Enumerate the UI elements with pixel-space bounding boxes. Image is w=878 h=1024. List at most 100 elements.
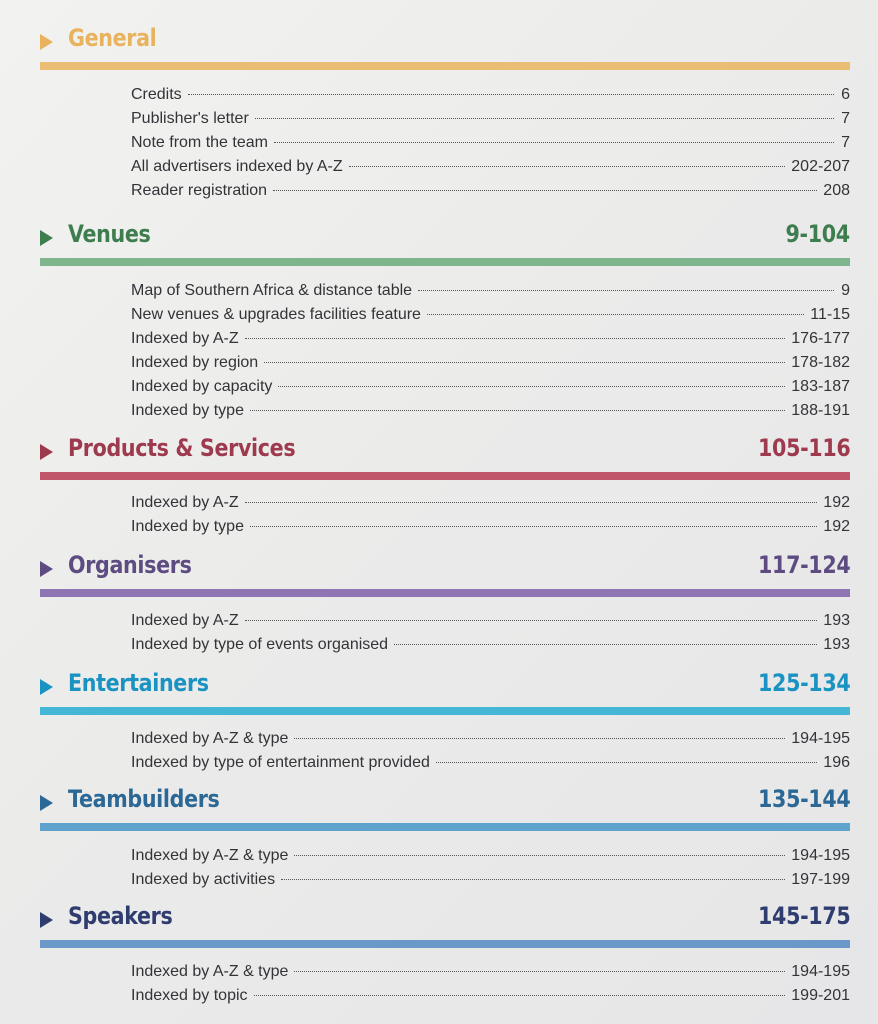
section-page-range: 105-116 (757, 434, 851, 462)
entry-page: 194-195 (791, 847, 850, 864)
toc-entry[interactable]: Indexed by A-Z 176-177 (131, 330, 850, 354)
entry-label: All advertisers indexed by A-Z (131, 158, 343, 175)
entry-label: Indexed by A-Z & type (131, 730, 289, 747)
dot-leader (253, 995, 786, 996)
triangle-icon (40, 912, 53, 928)
toc-entry[interactable]: All advertisers indexed by A-Z 202-207 (131, 158, 850, 182)
entry-label: Note from the team (131, 134, 268, 151)
dot-leader (249, 526, 818, 527)
section-products-services: Products & Services 105-116 Indexed by A… (0, 432, 878, 535)
toc-entry[interactable]: Indexed by capacity 183-187 (131, 378, 850, 402)
entry-label: Reader registration (131, 182, 268, 199)
entry-label: Indexed by A-Z & type (131, 963, 289, 980)
toc-entry[interactable]: New venues & upgrades facilities feature… (131, 306, 850, 330)
dot-leader (273, 190, 818, 191)
entry-list: Indexed by A-Z & type 194-195 Indexed by … (131, 963, 850, 1011)
toc-entry[interactable]: Indexed by A-Z & type 194-195 (131, 847, 850, 871)
section-page-range: 117-124 (757, 551, 851, 579)
section-rule (40, 823, 850, 831)
entry-page: 199-201 (791, 987, 850, 1004)
section-header: Teambuilders 135-144 (0, 783, 878, 823)
entry-page: 7 (841, 110, 850, 127)
section-header: Speakers 145-175 (0, 900, 878, 940)
entry-page: 188-191 (791, 402, 850, 419)
toc-entry[interactable]: Publisher's letter 7 (131, 110, 850, 134)
dot-leader (278, 386, 786, 387)
section-title: Teambuilders (68, 785, 220, 813)
dot-leader (435, 762, 818, 763)
section-page-range: 125-134 (757, 669, 851, 697)
entry-page: 9 (841, 282, 850, 299)
entry-label: Publisher's letter (131, 110, 249, 127)
section-page-range: 9-104 (785, 220, 851, 248)
section-header: Entertainers 125-134 (0, 667, 878, 707)
section-speakers: Speakers 145-175 Indexed by A-Z & type 19… (0, 900, 878, 1004)
entry-page: 183-187 (791, 378, 850, 395)
dot-leader (254, 118, 834, 119)
entry-page: 193 (823, 612, 850, 629)
entry-label: Indexed by type of events organised (131, 636, 389, 653)
entry-list: Indexed by A-Z 193 Indexed by type of eve… (131, 612, 850, 660)
section-general: General Credits 6 Publisher's letter 7 Not… (0, 22, 878, 199)
dot-leader (418, 290, 834, 291)
entry-list: Credits 6 Publisher's letter 7 Note from t… (131, 86, 850, 206)
dot-leader (187, 94, 834, 95)
dot-leader (294, 971, 786, 972)
section-rule (40, 940, 850, 948)
entry-list: Indexed by A-Z & type 194-195 Indexed by … (131, 730, 850, 778)
toc-entry[interactable]: Reader registration 208 (131, 182, 850, 206)
section-rule (40, 589, 850, 597)
entry-page: 202-207 (791, 158, 850, 175)
section-header: Products & Services 105-116 (0, 432, 878, 472)
toc-entry[interactable]: Indexed by type 188-191 (131, 402, 850, 426)
entry-label: Credits (131, 86, 182, 103)
entry-page: 178-182 (791, 354, 850, 371)
dot-leader (294, 738, 786, 739)
toc-entry[interactable]: Indexed by type of entertainment provide… (131, 754, 850, 778)
section-title: Products & Services (68, 434, 296, 462)
section-page-range: 135-144 (757, 785, 851, 813)
entry-label: Indexed by activities (131, 871, 276, 888)
triangle-icon (40, 561, 53, 577)
entry-label: Indexed by type (131, 518, 244, 535)
toc-entry[interactable]: Indexed by A-Z 193 (131, 612, 850, 636)
triangle-icon (40, 34, 53, 50)
dot-leader (281, 879, 786, 880)
entry-page: 6 (841, 86, 850, 103)
entry-list: Indexed by A-Z 192 Indexed by type 192 (131, 494, 850, 542)
entry-label: Map of Southern Africa & distance table (131, 282, 413, 299)
toc-entry[interactable]: Indexed by A-Z & type 194-195 (131, 730, 850, 754)
entry-page: 7 (841, 134, 850, 151)
entry-page: 194-195 (791, 730, 850, 747)
entry-label: Indexed by A-Z (131, 612, 239, 629)
toc-entry[interactable]: Note from the team 7 (131, 134, 850, 158)
entry-label: Indexed by type of entertainment provide… (131, 754, 430, 771)
section-rule (40, 62, 850, 70)
section-title: Organisers (68, 551, 192, 579)
dot-leader (244, 620, 818, 621)
section-rule (40, 258, 850, 266)
toc-entry[interactable]: Indexed by type of events organised 193 (131, 636, 850, 660)
toc-entry[interactable]: Indexed by type 192 (131, 518, 850, 542)
toc-entry[interactable]: Indexed by topic 199-201 (131, 987, 850, 1011)
section-title: General (68, 24, 157, 52)
entry-label: Indexed by type (131, 402, 244, 419)
dot-leader (244, 502, 818, 503)
toc-entry[interactable]: Indexed by activities 197-199 (131, 871, 850, 895)
section-title: Speakers (68, 902, 173, 930)
toc-entry[interactable]: Indexed by A-Z 192 (131, 494, 850, 518)
entry-page: 192 (823, 518, 850, 535)
section-header: General (0, 22, 878, 62)
toc-entry[interactable]: Credits 6 (131, 86, 850, 110)
toc-entry[interactable]: Map of Southern Africa & distance table 9 (131, 282, 850, 306)
dot-leader (273, 142, 834, 143)
toc-entry[interactable]: Indexed by region 178-182 (131, 354, 850, 378)
toc-entry[interactable]: Indexed by A-Z & type 194-195 (131, 963, 850, 987)
entry-page: 11-15 (810, 306, 850, 323)
entry-page: 197-199 (791, 871, 850, 888)
section-rule (40, 707, 850, 715)
section-venues: Venues 9-104 Map of Southern Africa & di… (0, 218, 878, 419)
triangle-icon (40, 230, 53, 246)
dot-leader (294, 855, 786, 856)
triangle-icon (40, 444, 53, 460)
